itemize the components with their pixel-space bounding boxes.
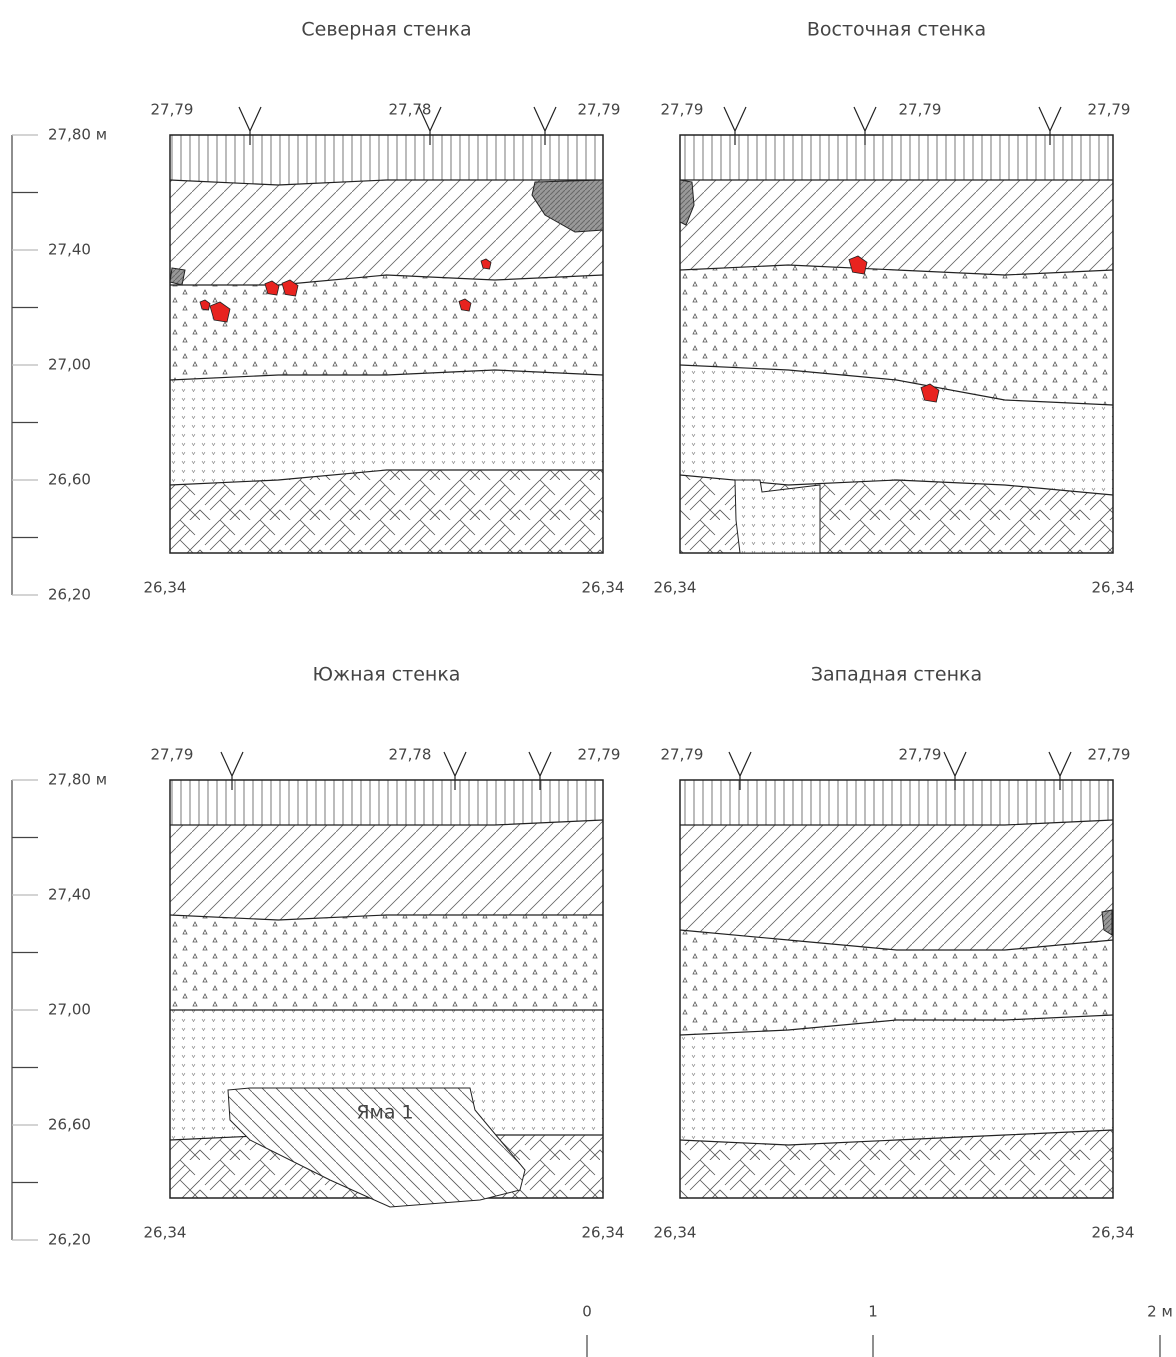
soil-layer [170, 780, 603, 825]
layer-boundary [169, 369, 604, 381]
soil-layer [170, 820, 603, 920]
ruler-label: 26,20 [48, 1231, 91, 1249]
scale-label: 0 [582, 1303, 592, 1321]
ruler-label: 27,00 [48, 1001, 91, 1019]
bottom-elevation: 26,34 [144, 1224, 187, 1242]
ruler-label: 26,60 [48, 1116, 91, 1134]
ruler-label: 27,80 м [48, 126, 107, 144]
layer-boundary [679, 1129, 1114, 1146]
find [199, 299, 211, 311]
find [209, 301, 231, 323]
measure-arrow [238, 106, 262, 145]
layer-boundary [680, 819, 1114, 826]
stone [679, 179, 695, 226]
ruler-label: 27,80 м [48, 771, 107, 789]
layer-boundary [169, 469, 603, 486]
pit-label: Яма 1 [356, 1102, 413, 1124]
bottom-elevation: 26,34 [1092, 579, 1135, 597]
top-elevation: 27,79 [899, 101, 942, 119]
soil-layer [680, 180, 1113, 275]
layer-boundary [679, 1014, 1114, 1036]
find [281, 279, 299, 297]
layer-boundary [170, 819, 604, 826]
panel-title: Северная стенка [301, 19, 471, 41]
scale-label: 2 м [1147, 1303, 1173, 1321]
ruler-label: 26,20 [48, 586, 91, 604]
soil-layer [680, 1015, 1113, 1145]
measure-arrow [418, 106, 442, 145]
measure-arrow [220, 751, 244, 790]
layer-boundary [169, 914, 603, 921]
stone [169, 267, 186, 286]
soil-layer [680, 135, 1113, 180]
pit [227, 1087, 526, 1208]
top-elevation: 27,79 [661, 746, 704, 764]
top-elevation: 27,79 [578, 746, 621, 764]
soil-layer [170, 180, 603, 285]
measure-arrow [533, 106, 557, 145]
bottom-elevation: 26,34 [654, 1224, 697, 1242]
top-elevation: 27,79 [151, 746, 194, 764]
bottom-elevation: 26,34 [582, 579, 625, 597]
layer-boundary [679, 929, 1114, 951]
section-frame [679, 134, 1114, 554]
top-elevation: 27,79 [661, 101, 704, 119]
section-frame [169, 134, 604, 554]
panel-title: Восточная стенка [807, 19, 986, 41]
soil-layer [680, 365, 1113, 495]
scale-label: 1 [868, 1303, 878, 1321]
layer-boundary [679, 264, 1114, 276]
soil-layer [680, 780, 1113, 825]
find [264, 280, 280, 296]
measure-arrow [1048, 751, 1072, 790]
find [848, 255, 868, 275]
soil-layer [170, 915, 603, 1010]
bottom-elevation: 26,34 [582, 1224, 625, 1242]
soil-layer [680, 820, 1113, 950]
ruler-label: 26,60 [48, 471, 91, 489]
measure-arrow [443, 751, 467, 790]
top-elevation: 27,79 [1088, 746, 1131, 764]
soil-layer [170, 275, 603, 380]
soil-layer [170, 470, 603, 553]
soil-layer [170, 135, 603, 185]
ruler-label: 27,40 [48, 241, 91, 259]
stone [531, 179, 604, 233]
top-elevation: 27,78 [389, 746, 432, 764]
soil-layer [170, 370, 603, 485]
panel-title: Западная стенка [811, 664, 982, 686]
layer-boundary [679, 364, 1114, 406]
measure-arrow [853, 106, 877, 145]
soil-layer [680, 1130, 1113, 1198]
top-elevation: 27,79 [578, 101, 621, 119]
bottom-elevation: 26,34 [144, 579, 187, 597]
measure-arrow [528, 751, 552, 790]
top-elevation: 27,78 [389, 101, 432, 119]
find [920, 383, 940, 403]
pit-fill [734, 479, 821, 554]
panel-title: Южная стенка [313, 664, 461, 686]
top-elevation: 27,79 [1088, 101, 1131, 119]
find [480, 258, 492, 270]
top-elevation: 27,79 [151, 101, 194, 119]
layer-boundary [170, 274, 604, 286]
section-frame [679, 779, 1114, 1199]
measure-arrow [728, 751, 752, 790]
soil-layer [680, 930, 1113, 1035]
find [458, 298, 472, 312]
ruler-label: 27,40 [48, 886, 91, 904]
top-elevation: 27,79 [899, 746, 942, 764]
ruler-label: 27,00 [48, 356, 91, 374]
bottom-elevation: 26,34 [1092, 1224, 1135, 1242]
stone [1101, 909, 1113, 936]
measure-arrow [1038, 106, 1062, 145]
measure-arrow [943, 751, 967, 790]
layer-boundary [169, 179, 603, 186]
measure-arrow [723, 106, 747, 145]
bottom-elevation: 26,34 [654, 579, 697, 597]
